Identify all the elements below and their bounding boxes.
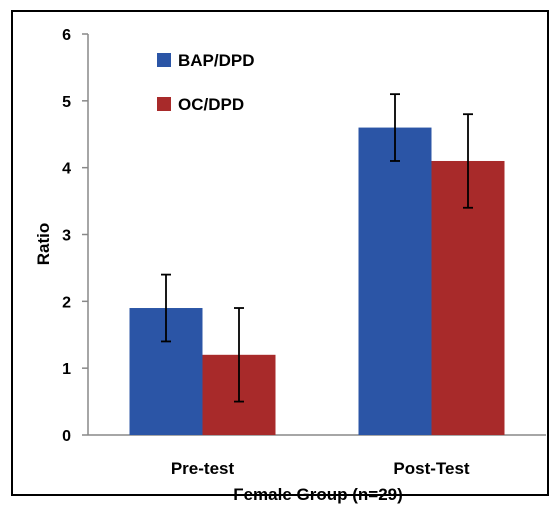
legend-label: OC/DPD (178, 95, 244, 114)
error-bars (161, 93, 473, 403)
y-tick-label: 0 (62, 428, 71, 445)
x-axis-title: Female Group (n=29) (233, 485, 403, 504)
y-axis-title: Ratio (34, 223, 53, 266)
y-tick-label: 6 (62, 27, 71, 44)
y-ticks: 0 1 2 3 4 5 6 (62, 27, 88, 445)
bars (129, 127, 505, 436)
y-tick-label: 2 (62, 294, 71, 311)
legend: BAP/DPD OC/DPD (157, 51, 255, 114)
x-category-label: Post-Test (393, 459, 470, 478)
y-tick-label: 3 (62, 228, 71, 245)
legend-label: BAP/DPD (178, 51, 255, 70)
legend-swatch-oc-dpd (157, 97, 171, 111)
x-category-label: Pre-test (171, 459, 235, 478)
y-tick-label: 5 (62, 94, 71, 111)
y-tick-label: 4 (62, 161, 71, 178)
y-tick-label: 1 (62, 361, 71, 378)
category-labels: Pre-test Post-Test (171, 459, 470, 478)
bar-bap-dpd-1 (358, 127, 432, 436)
legend-swatch-bap-dpd (157, 53, 171, 67)
